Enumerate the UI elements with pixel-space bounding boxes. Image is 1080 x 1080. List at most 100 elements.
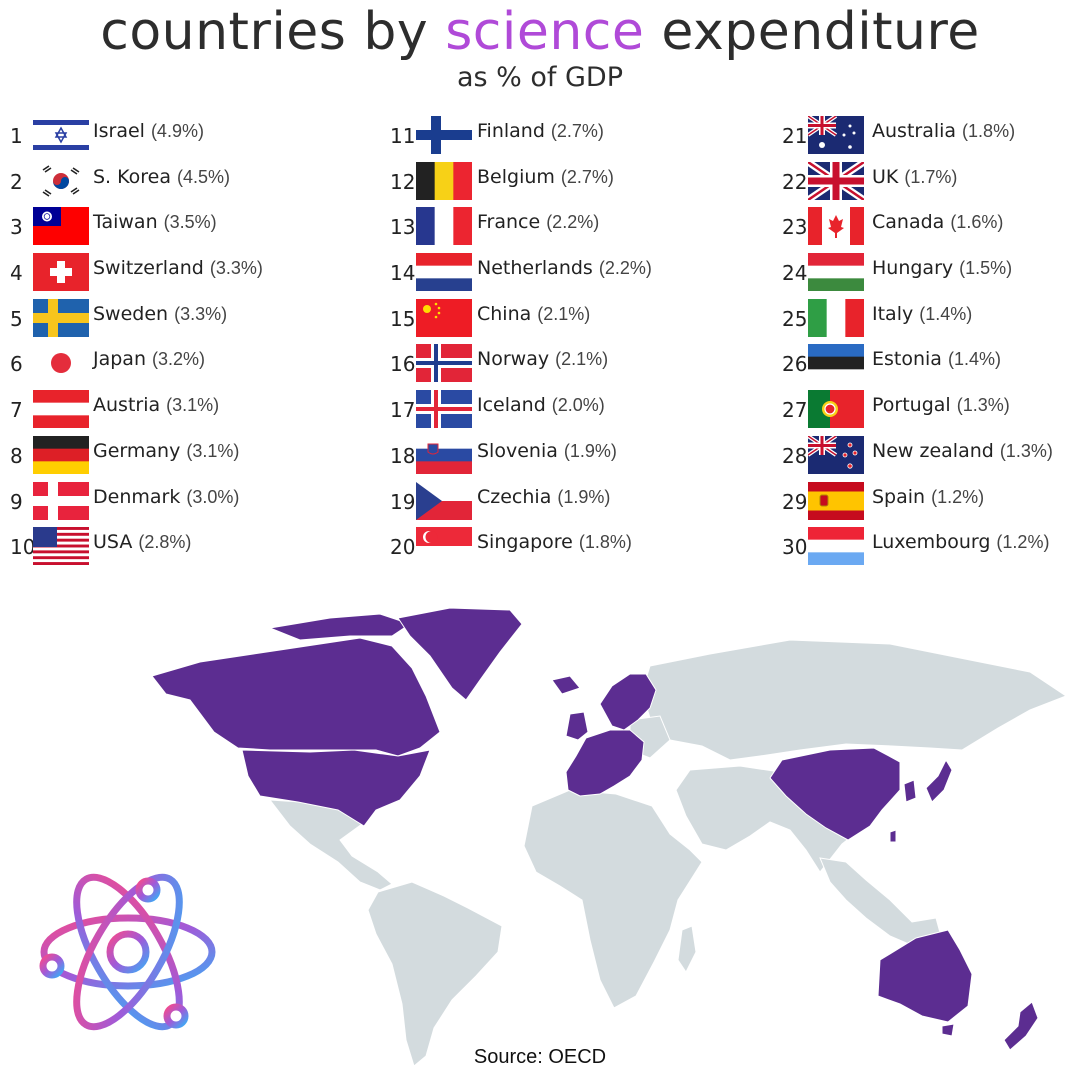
denmark-flag-icon: [33, 481, 89, 520]
country-name: Australia (1.8%): [872, 120, 1015, 142]
map-western-europe: [565, 729, 645, 797]
rank-number: 12: [390, 169, 416, 194]
rank-number: 21: [782, 124, 808, 148]
country-label: S. Korea: [93, 165, 172, 188]
value-label: (2.1%): [537, 303, 591, 324]
rank-number: 16: [390, 352, 416, 377]
country-name: Austria (3.1%): [93, 394, 219, 416]
country-name: USA (2.8%): [93, 531, 191, 553]
estonia-flag-icon: [808, 344, 864, 383]
rank-number: 10: [10, 535, 36, 560]
value-label: (2.7%): [560, 166, 614, 187]
value-label: (2.8%): [138, 532, 192, 553]
rank-number: 13: [390, 215, 416, 240]
country-name: Czechia (1.9%): [477, 486, 610, 508]
map-australia: [877, 929, 973, 1023]
map-canada-alaska: [151, 637, 441, 757]
germany-flag-icon: [33, 435, 89, 474]
value-label: (1.8%): [578, 532, 632, 553]
value-label: (2.7%): [550, 121, 604, 141]
country-name: China (2.1%): [477, 303, 590, 325]
country-label: Estonia: [872, 348, 942, 371]
country-label: Hungary: [872, 257, 954, 280]
map-land-south-america: [367, 881, 503, 1067]
rank-number: 9: [10, 489, 23, 514]
sweden-flag-icon: [33, 298, 89, 337]
country-label: France: [477, 211, 541, 234]
spain-flag-icon: [808, 481, 864, 520]
value-label: (2.1%): [555, 349, 609, 370]
rank-number: 28: [782, 443, 808, 468]
country-name: Luxembourg (1.2%): [872, 531, 1049, 553]
country-name: Singapore (1.8%): [477, 531, 632, 553]
country-label: Singapore: [477, 531, 573, 554]
rank-number: 18: [390, 443, 416, 468]
value-label: (1.4%): [947, 349, 1001, 370]
czechia-flag-icon: [416, 481, 472, 520]
map-korea: [903, 779, 917, 803]
country-name: Canada (1.6%): [872, 211, 1003, 233]
country-label: Portugal: [872, 394, 951, 417]
title-pre: countries by: [100, 2, 429, 62]
country-label: USA: [93, 531, 133, 554]
country-label: Slovenia: [477, 439, 558, 462]
rank-number: 3: [10, 215, 23, 240]
country-name: Estonia (1.4%): [872, 348, 1001, 370]
country-name: Finland (2.7%): [477, 120, 604, 142]
country-name: Hungary (1.5%): [872, 257, 1012, 279]
finland-flag-icon: [416, 116, 472, 154]
country-name: France (2.2%): [477, 211, 599, 233]
france-flag-icon: [416, 207, 472, 246]
value-label: (3.1%): [166, 395, 220, 416]
map-tasmania: [941, 1023, 955, 1037]
country-label: Norway: [477, 348, 550, 371]
australia-flag-icon: [808, 116, 864, 154]
value-label: (3.1%): [186, 440, 240, 461]
country-name: Switzerland (3.3%): [93, 257, 263, 279]
country-label: Luxembourg: [872, 531, 991, 554]
value-label: (1.4%): [919, 303, 973, 324]
value-label: (4.9%): [150, 121, 204, 141]
country-name: Slovenia (1.9%): [477, 440, 617, 462]
map-land-southeast-asia: [819, 857, 943, 949]
japan-flag-icon: [33, 344, 89, 383]
uk-flag-icon: [808, 161, 864, 200]
portugal-flag-icon: [808, 390, 864, 429]
rank-number: 25: [782, 306, 808, 331]
country-label: Israel: [93, 120, 145, 142]
rank-number: 1: [10, 124, 23, 148]
rank-number: 19: [390, 489, 416, 514]
value-label: (3.0%): [186, 486, 240, 507]
rank-number: 29: [782, 489, 808, 514]
rank-number: 17: [390, 398, 416, 423]
title-post: expenditure: [661, 2, 980, 62]
slovenia-flag-icon: [416, 435, 472, 474]
country-name: Israel (4.9%): [93, 120, 204, 142]
atom-icon: [39, 873, 216, 1031]
map-iceland: [551, 675, 581, 695]
rank-number: 30: [782, 535, 808, 560]
country-name: Norway (2.1%): [477, 348, 608, 370]
map-land-madagascar: [677, 925, 697, 973]
value-label: (1.7%): [904, 166, 958, 187]
map-usa: [241, 749, 431, 827]
rank-number: 14: [390, 261, 416, 286]
norway-flag-icon: [416, 344, 472, 383]
value-label: (3.3%): [209, 258, 263, 279]
country-label: Denmark: [93, 485, 181, 508]
map-greenland: [397, 607, 523, 701]
rank-number: 2: [10, 169, 23, 194]
country-label: Czechia: [477, 485, 552, 508]
value-label: (3.2%): [152, 349, 206, 370]
south-korea-flag-icon: [33, 161, 89, 200]
usa-flag-icon: [33, 527, 89, 566]
map-land-russia-asia: [641, 639, 1068, 761]
country-name: Germany (3.1%): [93, 440, 239, 462]
austria-flag-icon: [33, 390, 89, 429]
country-label: Austria: [93, 394, 161, 417]
map-uk: [565, 711, 589, 741]
rank-number: 5: [10, 306, 23, 331]
map-japan: [925, 758, 953, 803]
switzerland-flag-icon: [33, 253, 89, 292]
map-taiwan: [889, 829, 897, 843]
